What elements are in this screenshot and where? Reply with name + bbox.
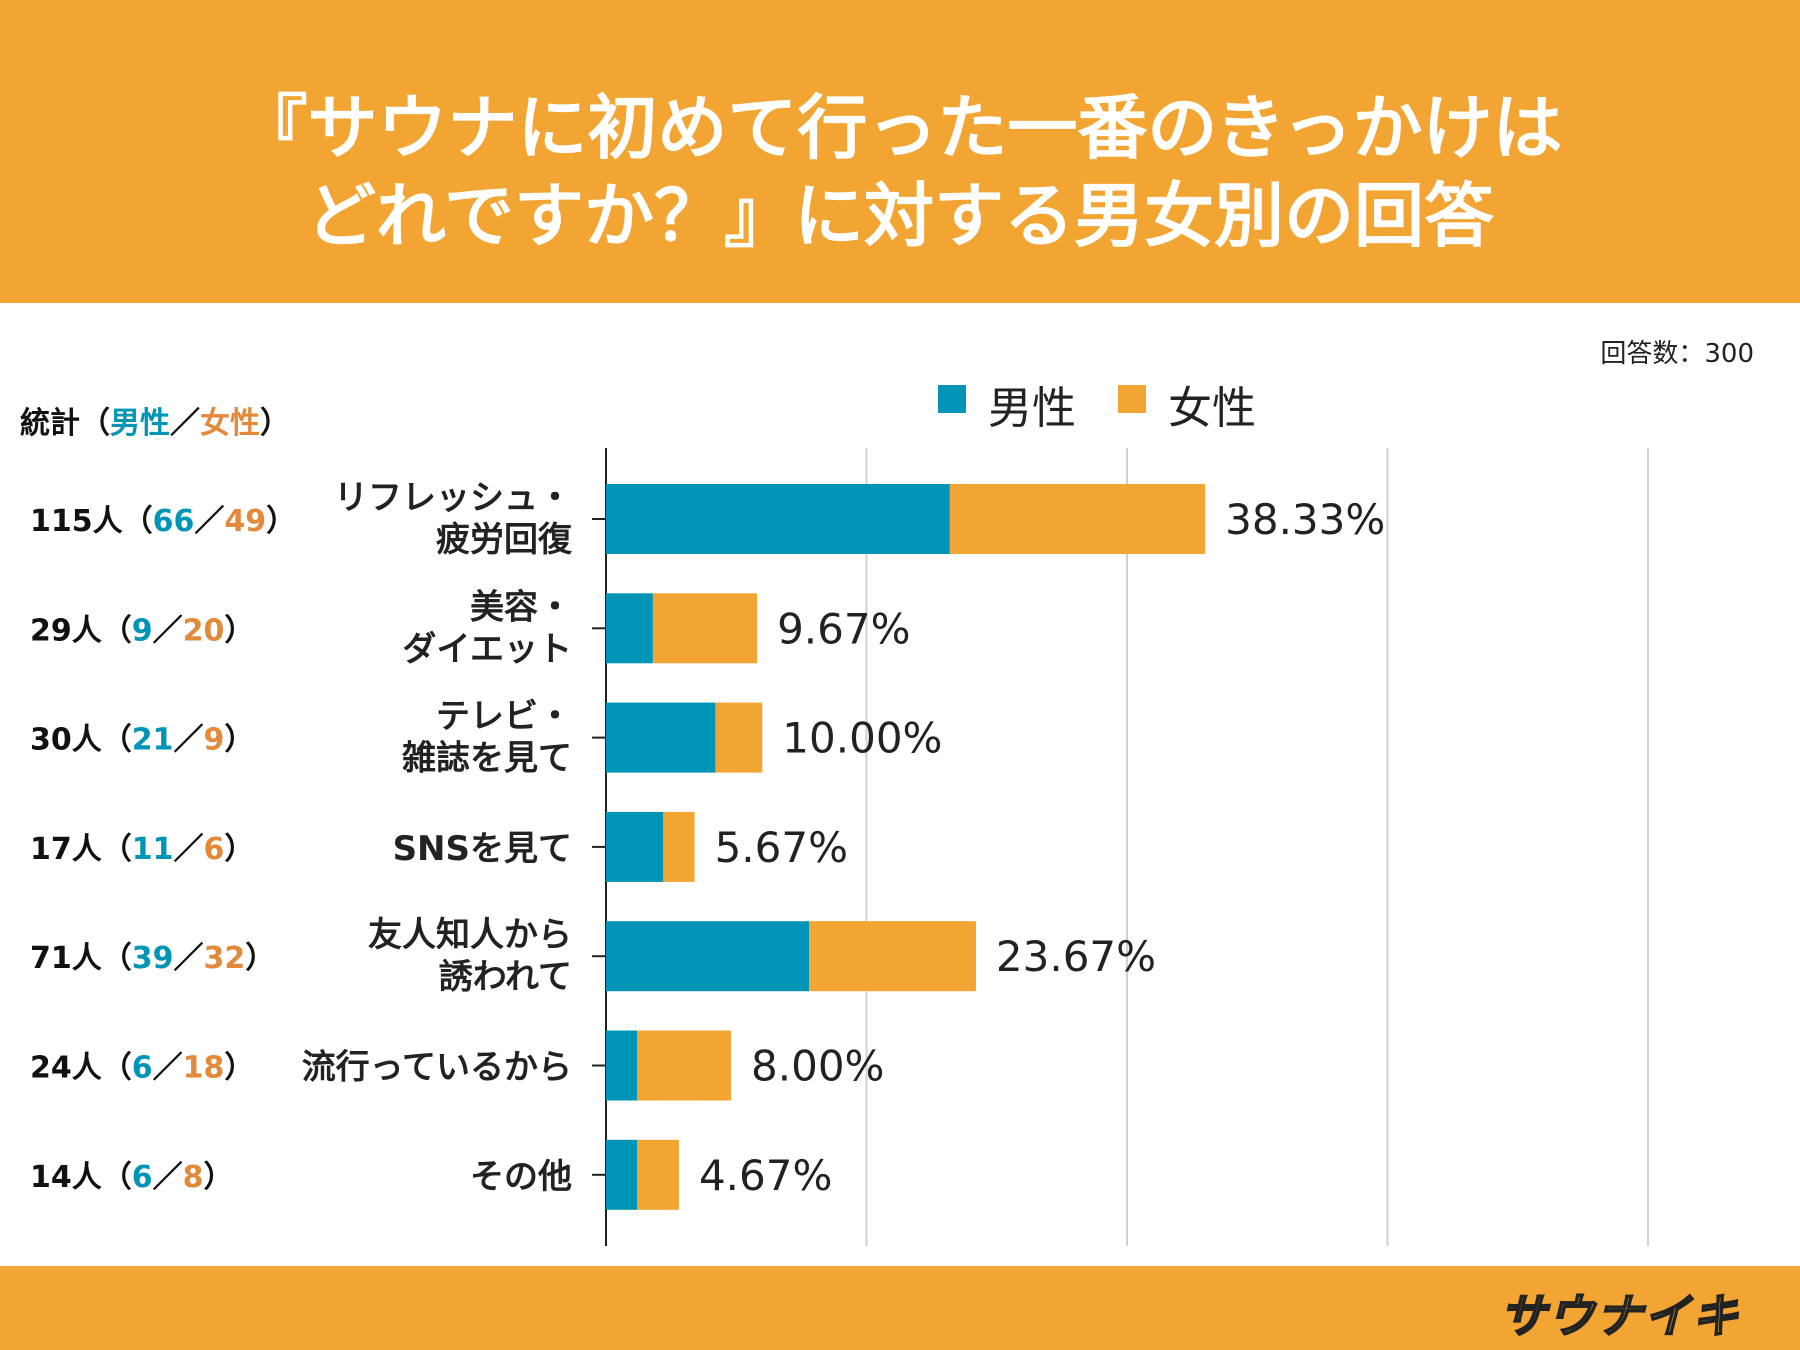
bar-male-2 (606, 702, 716, 773)
legend-male-label: 男性 (988, 383, 1076, 434)
percent-label-6: 4.67% (699, 1151, 832, 1200)
bar-female-5 (637, 1030, 732, 1101)
bar-male-1 (606, 593, 653, 664)
category-label-1-1: ダイエット (402, 629, 572, 669)
category-label-3-0: SNSを見て (393, 829, 572, 869)
stats-header-female: 女性 (200, 406, 260, 441)
stats-header-suffix: ） (260, 406, 290, 441)
stats-header-sep: ／ (170, 406, 200, 441)
stat-label-3: 17人（11／6） (30, 832, 254, 867)
legend-male-swatch (938, 385, 966, 413)
category-label-6-0: その他 (470, 1157, 572, 1197)
footer-banner: サウナイキ (0, 1266, 1800, 1350)
category-label-5-0: 流行っているから (302, 1048, 572, 1088)
title-banner: 『サウナに初めて行った一番のきっかけは どれですか？』に対する男女別の回答 (0, 0, 1800, 303)
logo: サウナイキ (1499, 1288, 1740, 1344)
response-count: 回答数：300 (1600, 339, 1754, 369)
stats-header-male: 男性 (110, 406, 170, 441)
percent-label-1: 9.67% (777, 604, 910, 653)
stats-header: 統計（男性／女性） (20, 398, 290, 442)
category-label-4-0: 友人知人から (368, 915, 572, 955)
stat-label-6: 14人（6／8） (30, 1160, 234, 1195)
bar-female-2 (715, 702, 763, 773)
bar-female-1 (652, 593, 758, 664)
category-label-4-1: 誘われて (439, 957, 572, 997)
percent-label-4: 23.67% (996, 932, 1156, 981)
stat-label-5: 24人（6／18） (30, 1051, 254, 1086)
stat-label-0: 115人（66／49） (30, 504, 296, 539)
stat-label-2: 30人（21／9） (30, 723, 254, 758)
bar-female-3 (663, 811, 695, 882)
bar-male-3 (606, 811, 664, 882)
legend-female-label: 女性 (1168, 383, 1256, 434)
percent-label-5: 8.00% (751, 1042, 884, 1091)
title-line-2: どれですか？』に対する男女別の回答 (306, 175, 1494, 257)
category-label-0-1: 疲労回復 (436, 520, 573, 560)
bar-male-0 (606, 484, 950, 554)
stat-label-1: 29人（9／20） (30, 613, 254, 648)
category-label-2-1: 雑誌を見て (401, 739, 572, 779)
bar-female-0 (949, 484, 1206, 554)
category-label-1-0: 美容・ (470, 587, 572, 627)
legend-female-swatch (1118, 385, 1146, 413)
category-label-0-0: リフレッシュ・ (334, 478, 572, 518)
category-label-2-0: テレビ・ (436, 697, 572, 737)
title-line-1: 『サウナに初めて行った一番のきっかけは (237, 87, 1563, 169)
bar-female-4 (809, 921, 976, 992)
stat-label-4: 71人（39／32） (30, 941, 275, 976)
bar-female-6 (637, 1139, 679, 1210)
percent-label-0: 38.33% (1225, 495, 1385, 544)
stats-header-prefix: 統計（ (20, 406, 110, 441)
percent-label-3: 5.67% (715, 823, 848, 872)
bar-male-5 (606, 1030, 638, 1101)
percent-label-2: 10.00% (782, 714, 942, 763)
bar-male-4 (606, 921, 810, 992)
bar-male-6 (606, 1139, 638, 1210)
